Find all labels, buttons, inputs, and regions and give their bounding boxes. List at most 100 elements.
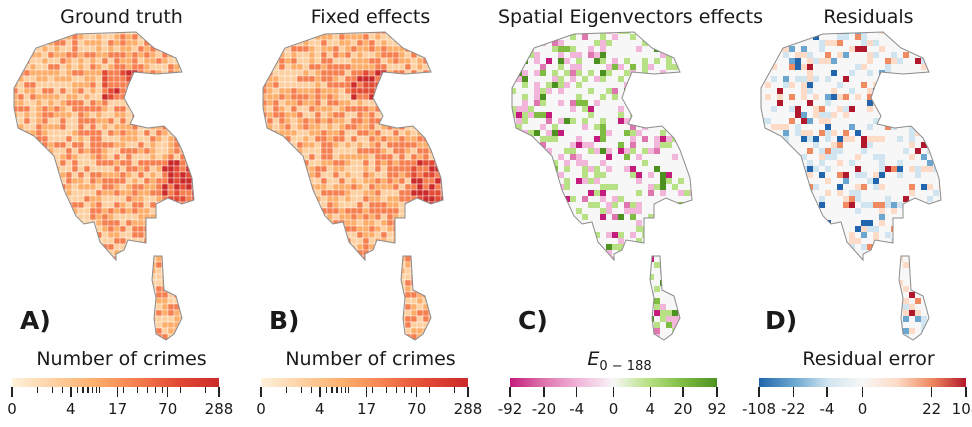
map-cell	[344, 327, 352, 335]
map-cell	[107, 183, 115, 191]
map-cell	[380, 249, 388, 257]
map-cell	[179, 327, 187, 335]
map-cell	[137, 63, 145, 71]
map-cell	[210, 208, 216, 214]
map-cell	[255, 46, 261, 52]
map-cell	[113, 39, 121, 47]
map-cell	[380, 285, 388, 293]
map-cell	[185, 303, 193, 311]
map-cell	[368, 87, 376, 95]
map-cell	[660, 76, 666, 82]
map-cell	[380, 105, 388, 113]
map-cell	[534, 52, 540, 58]
map-cell	[77, 183, 85, 191]
map-cell	[440, 117, 443, 125]
map-cell	[380, 147, 388, 155]
map-cell	[618, 40, 624, 46]
map-cell	[302, 207, 310, 215]
map-cell	[35, 183, 43, 191]
map-cell	[654, 130, 660, 136]
map-cell	[374, 45, 382, 53]
map-cell	[302, 297, 310, 305]
map-cell	[344, 315, 352, 323]
map-cell	[416, 201, 424, 209]
map-cell	[296, 225, 304, 233]
map-cell	[302, 195, 310, 203]
map-cell	[410, 135, 418, 143]
map-cell	[161, 165, 169, 173]
map-cell	[344, 255, 352, 263]
map-cell	[404, 81, 412, 89]
map-cell	[149, 51, 157, 59]
map-cell	[119, 111, 127, 119]
map-cell	[308, 117, 316, 125]
map-cell	[35, 243, 43, 251]
map-cell	[483, 136, 485, 142]
map-cell	[119, 327, 127, 335]
map-cell	[222, 34, 228, 40]
map-cell	[416, 231, 424, 239]
map-cell	[522, 148, 528, 154]
map-cell	[59, 141, 67, 149]
map-cell	[344, 339, 352, 340]
map-cell	[143, 255, 151, 263]
map-cell	[564, 34, 570, 40]
map-cell	[101, 249, 109, 257]
map-cell	[678, 58, 684, 64]
map-cell	[660, 64, 666, 70]
map-cell	[404, 153, 412, 161]
map-cell	[465, 208, 471, 214]
map-cell	[47, 225, 55, 233]
map-cell	[660, 118, 666, 124]
colorbar-minor-tick	[51, 387, 53, 393]
map-cell	[648, 100, 654, 106]
map-cell	[534, 136, 540, 142]
map-cell	[222, 340, 228, 346]
map-cell	[266, 165, 274, 173]
map-cell	[272, 261, 280, 269]
map-cell	[263, 279, 268, 287]
map-cell	[356, 243, 364, 251]
map-cell	[380, 333, 388, 340]
map-cell	[564, 130, 570, 136]
map-cell	[380, 195, 388, 203]
map-cell	[17, 165, 25, 173]
map-cell	[714, 46, 720, 52]
map-cell	[344, 207, 352, 215]
map-cell	[302, 219, 310, 227]
map-cell	[477, 310, 483, 316]
map-cell	[708, 58, 714, 64]
map-cell	[29, 141, 37, 149]
map-cell	[714, 124, 720, 130]
map-cell	[191, 327, 194, 335]
colorbar-major-tick	[166, 387, 169, 397]
map-cell	[308, 153, 316, 161]
map-cell	[302, 111, 310, 119]
map-cell	[368, 141, 376, 149]
map-cell	[119, 189, 127, 197]
map-cell	[143, 99, 151, 107]
map-cell	[167, 285, 175, 293]
map-cell	[398, 33, 406, 41]
map-cell	[314, 81, 322, 89]
map-cell	[558, 32, 564, 34]
map-cell	[302, 267, 310, 275]
map-cell	[398, 273, 406, 281]
map-cell	[570, 112, 576, 118]
map-cell	[204, 334, 210, 340]
map-cell	[459, 148, 465, 154]
map-cell	[332, 117, 340, 125]
map-cell	[47, 261, 55, 269]
map-cell	[216, 190, 222, 196]
map-cell	[107, 129, 115, 137]
map-cell	[284, 291, 292, 299]
map-cell	[185, 32, 193, 35]
map-cell	[471, 196, 477, 202]
map-cell	[143, 279, 151, 287]
map-cell	[714, 40, 720, 46]
map-cell	[179, 261, 187, 269]
map-cell	[278, 93, 286, 101]
map-cell	[14, 333, 19, 340]
map-cell	[255, 88, 261, 94]
map-cell	[107, 57, 115, 65]
